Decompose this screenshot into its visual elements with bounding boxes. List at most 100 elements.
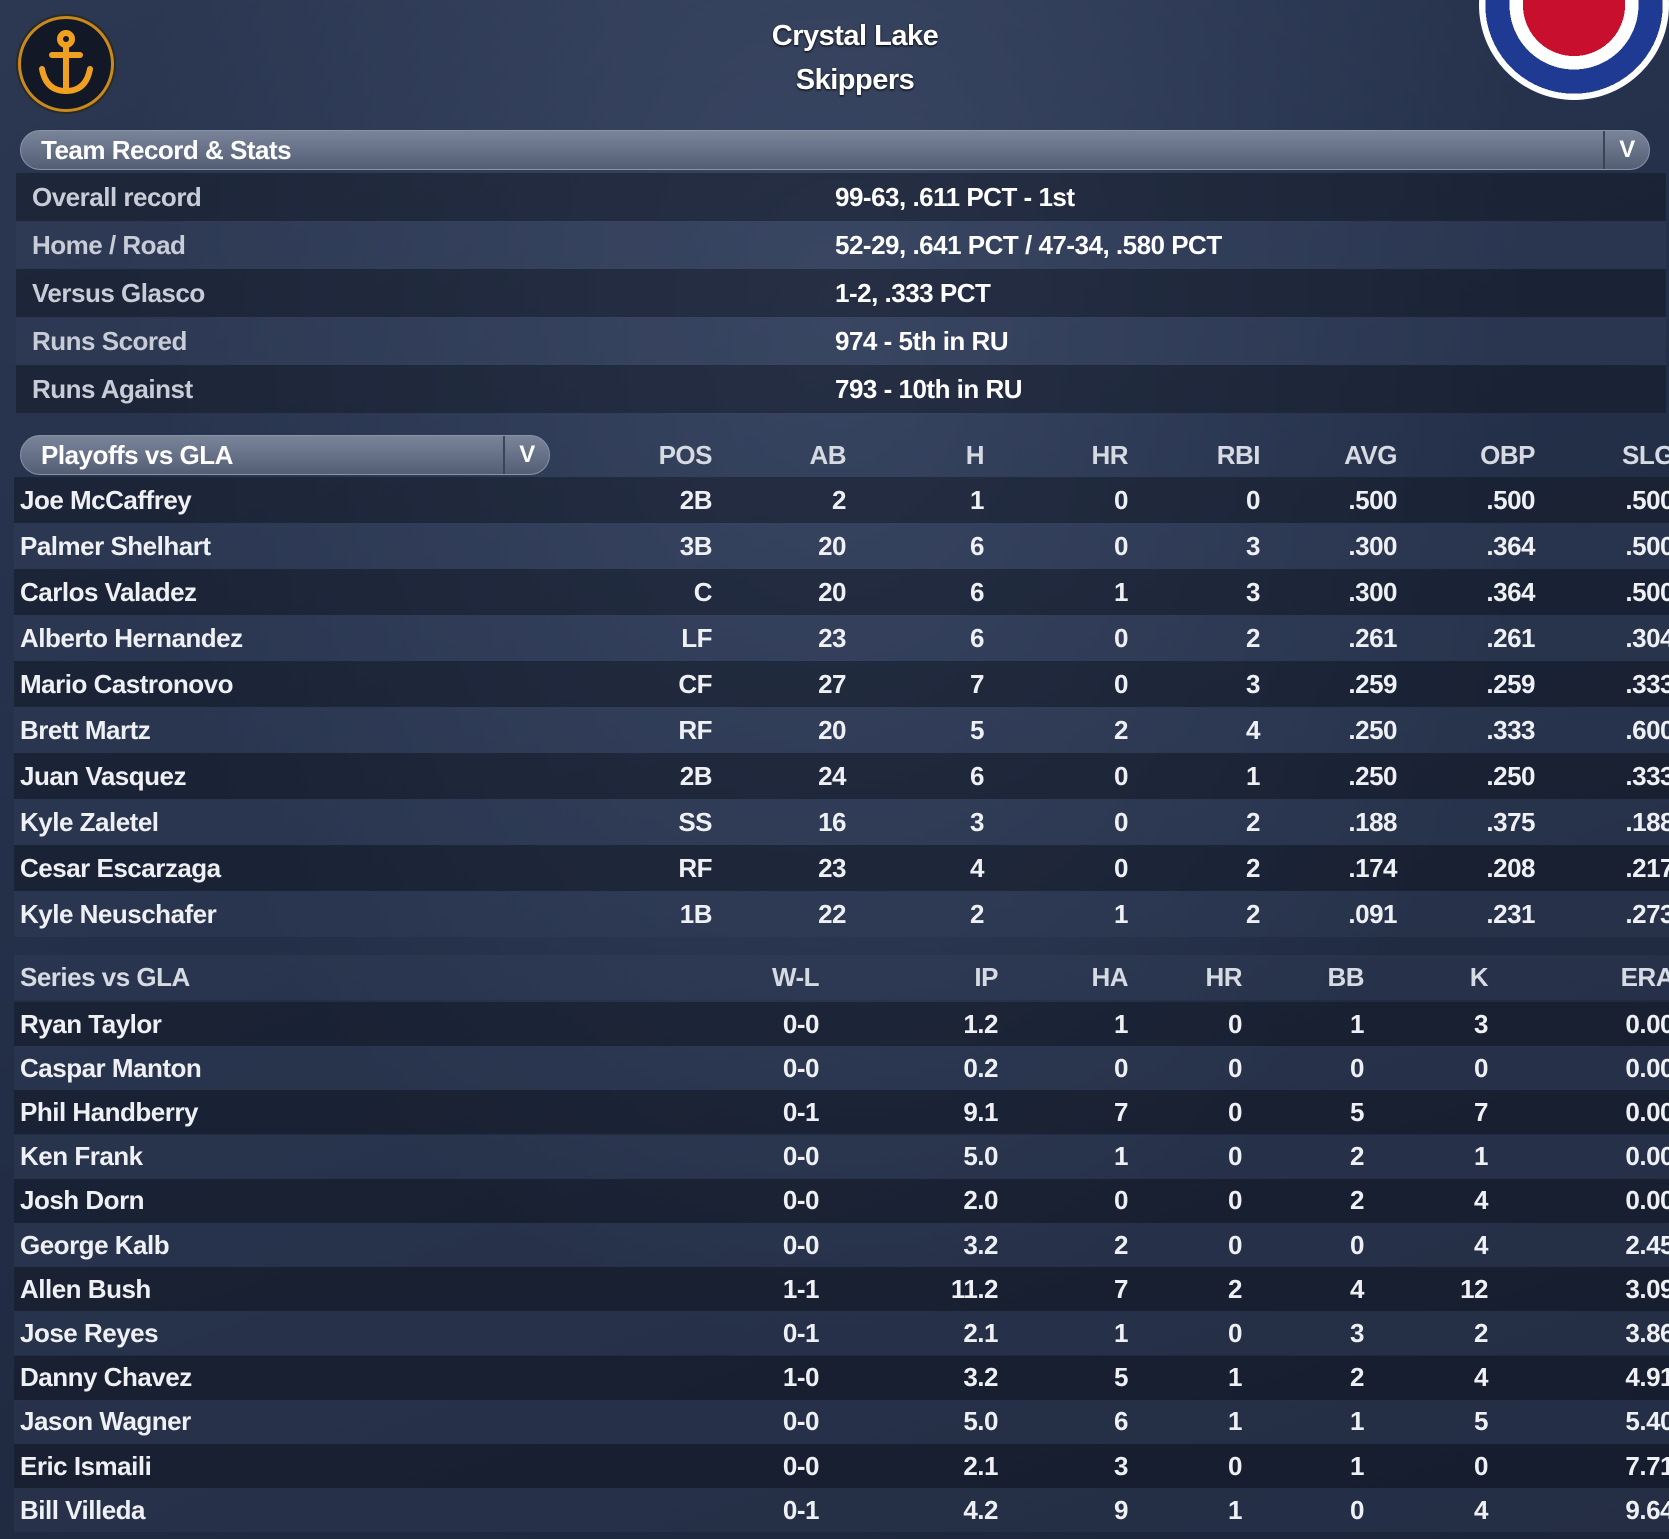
- stat-cell: .250: [1348, 714, 1397, 745]
- stat-cell: 0-1: [782, 1494, 820, 1525]
- stat-cell: 0.2: [963, 1052, 998, 1083]
- stat-cell: 0-0: [782, 1141, 820, 1172]
- column-header: H: [965, 439, 985, 470]
- record-value: 99-63, .611 PCT - 1st: [835, 181, 1075, 212]
- batter-row[interactable]: Kyle Zaletel SS 16 3 0 2 .188 .375 .188: [14, 799, 1669, 845]
- stat-cell: 0: [1246, 484, 1260, 515]
- stat-cell: 4: [1350, 1273, 1364, 1304]
- stat-cell: 3: [1246, 668, 1260, 699]
- player-name: Danny Chavez: [20, 1362, 192, 1393]
- column-header: AB: [809, 439, 846, 470]
- stat-cell: 0-0: [782, 1406, 820, 1437]
- stat-cell: .174: [1348, 852, 1397, 883]
- stat-cell: .250: [1348, 760, 1397, 791]
- stat-cell: 5.40: [1625, 1406, 1669, 1437]
- stat-cell: 0: [1350, 1229, 1364, 1260]
- batting-header-row: POS AB H HR RBI AVG OBP SLG: [14, 435, 1669, 475]
- batter-row[interactable]: Kyle Neuschafer 1B 22 2 1 2.091.231.273: [14, 891, 1669, 937]
- pitcher-row[interactable]: Danny Chavez 1-0 3.2 5 1 2 4 4.91: [14, 1355, 1669, 1400]
- stat-cell: 5: [1114, 1362, 1128, 1393]
- stat-cell: 1: [1474, 1141, 1488, 1172]
- stat-cell: 0: [1114, 760, 1128, 791]
- stat-cell: 0: [1114, 622, 1128, 653]
- player-name: Jose Reyes: [20, 1317, 159, 1348]
- stat-cell: .250: [1486, 760, 1535, 791]
- team-logo: [18, 16, 114, 112]
- stat-cell: 0: [1228, 1317, 1242, 1348]
- player-name: Cesar Escarzaga: [20, 852, 221, 883]
- pitcher-row[interactable]: Caspar Manton 0-0 0.2 0 0 0 0 0.00: [14, 1046, 1669, 1091]
- stat-cell: 1: [1114, 1008, 1128, 1039]
- stat-cell: 9.1: [963, 1096, 998, 1127]
- stat-cell: 1: [1246, 760, 1260, 791]
- batter-row[interactable]: Brett Martz RF 20 5 2 4 .250 .333 .600: [14, 707, 1669, 753]
- chevron-down-icon[interactable]: V: [1603, 131, 1649, 169]
- stat-cell: 24: [818, 760, 846, 791]
- batter-row[interactable]: Alberto Hernandez LF 23 6 0 2 .261 .261 .304: [14, 615, 1669, 661]
- batting-split-dropdown[interactable]: Playoffs vs GLA V: [20, 435, 550, 475]
- stat-cell: 2: [1114, 714, 1128, 745]
- stat-cell: .364: [1486, 530, 1535, 561]
- pitcher-row[interactable]: Phil Handberry 0-1 9.1 7 0 5 7 0.00: [14, 1090, 1669, 1135]
- stat-cell: 1: [1350, 1406, 1364, 1437]
- pitcher-row[interactable]: George Kalb 0-0 3.2 2 0 0 4 2.45: [14, 1223, 1669, 1267]
- stat-cell: 11.2: [950, 1273, 999, 1304]
- stat-cell: 0: [1114, 668, 1128, 699]
- stat-cell: 0: [1228, 1229, 1242, 1260]
- pitcher-row[interactable]: Josh Dorn 0-0 2.0 0 0 2 4 0.00: [14, 1178, 1669, 1223]
- batter-row[interactable]: Palmer Shelhart 3B 20 6 0 3 .300 .364 .500: [14, 523, 1669, 569]
- player-name: Phil Handberry: [20, 1096, 198, 1127]
- player-name: Juan Vasquez: [20, 760, 186, 791]
- stat-cell: .600: [1625, 714, 1669, 745]
- stat-cell: 2: [1228, 1273, 1242, 1304]
- stat-cell: 0.00: [1625, 1185, 1669, 1216]
- pitcher-row[interactable]: Bill Villeda 0-1 4.2 9 1 0 4 9.64: [14, 1488, 1669, 1533]
- player-name: Alberto Hernandez: [20, 622, 243, 653]
- stat-cell: 3.09: [1625, 1273, 1669, 1304]
- stat-cell: .375: [1486, 806, 1535, 837]
- record-row: Runs Against 793 - 10th in RU: [16, 365, 1666, 413]
- stat-cell: LF: [681, 622, 712, 653]
- chevron-down-icon[interactable]: V: [503, 436, 549, 474]
- record-label: Runs Scored: [32, 325, 187, 356]
- stat-cell: 1: [1228, 1406, 1242, 1437]
- stat-cell: 23: [818, 622, 846, 653]
- stat-cell: 0: [1228, 1141, 1242, 1172]
- stat-cell: 1-0: [782, 1362, 820, 1393]
- batter-row[interactable]: Mario Castronovo CF 27 7 0 3 .259 .259 .333: [14, 661, 1669, 707]
- batter-row[interactable]: Juan Vasquez 2B 24 6 0 1 .250 .250 .333: [14, 753, 1669, 799]
- stat-cell: .500: [1348, 484, 1397, 515]
- stat-cell: 2: [1350, 1362, 1364, 1393]
- stat-cell: 0: [1350, 1494, 1364, 1525]
- batter-row[interactable]: Joe McCaffrey 2B 2 1 0 0 .500 .500 .500: [14, 477, 1669, 523]
- stat-cell: 0-0: [782, 1185, 820, 1216]
- player-name: Kyle Zaletel: [20, 806, 159, 837]
- pitching-header-row: Series vs GLA W-L IP HA HR BB K ERA: [14, 955, 1669, 1000]
- batter-row[interactable]: Carlos Valadez C 20 6 1 3 .300 .364 .500: [14, 569, 1669, 615]
- anchor-icon: [39, 30, 93, 95]
- stat-cell: 2B: [679, 760, 713, 791]
- pitcher-row[interactable]: Ken Frank 0-0 5.0 1 0 2 1 0.00: [14, 1134, 1669, 1179]
- stat-cell: 1: [970, 484, 984, 515]
- column-header: HR: [1205, 962, 1242, 992]
- record-value: 974 - 5th in RU: [835, 325, 1009, 356]
- stat-cell: 5: [1350, 1096, 1364, 1127]
- dropdown-label: Playoffs vs GLA: [41, 439, 233, 470]
- column-header: OBP: [1480, 439, 1535, 470]
- stat-cell: 2: [1246, 622, 1260, 653]
- pitcher-row[interactable]: Jose Reyes 0-1 2.1 1 0 3 2 3.86: [14, 1311, 1669, 1356]
- pitcher-row[interactable]: Allen Bush 1-1 11.2 7 2 4 12 3.09: [14, 1267, 1669, 1312]
- record-row: Runs Scored 974 - 5th in RU: [16, 317, 1666, 365]
- pitcher-row[interactable]: Jason Wagner 0-0 5.0 6 1 1 5 5.40: [14, 1399, 1669, 1444]
- team-record-dropdown[interactable]: Team Record & Stats V: [20, 130, 1650, 170]
- stat-cell: 0: [1228, 1450, 1242, 1481]
- pitcher-row[interactable]: Eric Ismaili 0-0 2.1 3 0 1 0 7.71: [14, 1444, 1669, 1488]
- record-value: 52-29, .641 PCT / 47-34, .580 PCT: [835, 229, 1222, 260]
- stat-cell: 1: [1228, 1494, 1242, 1525]
- player-name: Josh Dorn: [20, 1185, 145, 1216]
- record-label: Runs Against: [32, 373, 193, 404]
- stat-cell: 2: [970, 898, 984, 929]
- stat-cell: 4: [1474, 1362, 1488, 1393]
- batter-row[interactable]: Cesar Escarzaga RF 23 4 0 2 .174 .208 .217: [14, 845, 1669, 891]
- pitcher-row[interactable]: Ryan Taylor 0-0 1.2 1 0 1 3 0.00: [14, 1002, 1669, 1046]
